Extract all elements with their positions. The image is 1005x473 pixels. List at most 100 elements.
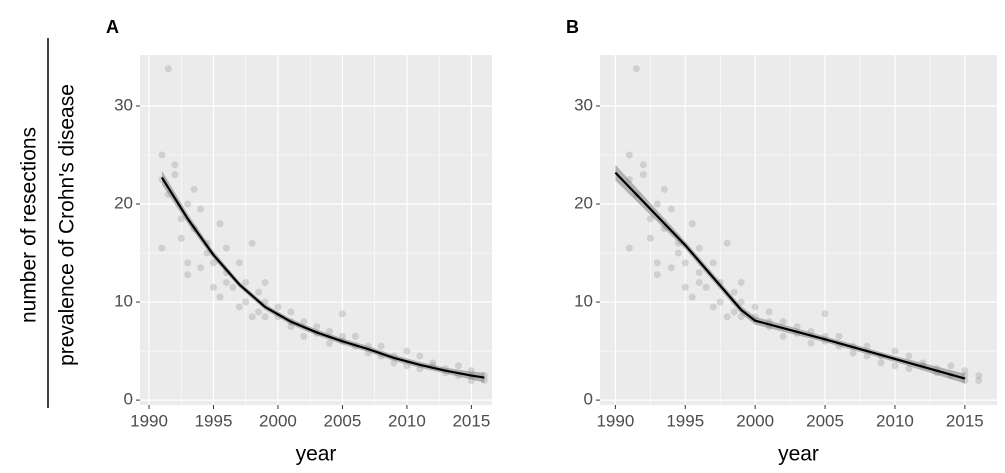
y-tick-label: 0 [584,390,593,409]
point [807,339,815,347]
y-tick-label: 0 [124,390,133,409]
point [639,161,647,169]
point [646,234,654,242]
point [765,308,773,316]
point [730,308,738,316]
point [158,151,166,159]
point [653,271,661,279]
point [326,327,334,335]
point [716,298,724,306]
point [287,308,295,316]
point [171,161,179,169]
point [667,205,675,213]
point [313,323,321,331]
point [255,308,263,316]
point [326,339,334,347]
point [660,185,668,193]
x-tick-label: 2015 [452,411,490,430]
point [255,288,263,296]
y-tick-label: 30 [114,95,133,114]
y-tick-label: 30 [574,95,593,114]
y-label-numerator: number of resections [18,127,41,323]
point [730,288,738,296]
x-tick-label: 1990 [130,411,168,430]
point [184,200,192,208]
point [702,283,710,291]
point [216,220,224,228]
y-tick-label: 10 [574,292,593,311]
point [695,278,703,286]
point [625,151,633,159]
point [209,283,217,291]
point [779,318,787,326]
x-tick-label: 1995 [195,411,233,430]
point [197,205,205,213]
point [454,362,462,370]
x-tick-label: 2015 [946,411,984,430]
point [235,259,243,267]
point [229,283,237,291]
point [688,220,696,228]
y-label-denominator: prevalence of Crohn's disease [56,84,79,366]
point [222,278,230,286]
x-tick-label: 2010 [876,411,914,430]
x-axis-label: year [778,443,819,466]
point [737,278,745,286]
point [300,332,308,340]
point [751,303,759,311]
point [403,347,411,355]
point [849,349,857,357]
point [975,376,983,384]
x-tick-label: 2005 [324,411,362,430]
point [891,347,899,355]
point [779,332,787,340]
point [184,271,192,279]
point [416,352,424,360]
x-tick-label: 2000 [736,411,774,430]
point [171,171,179,179]
point [184,259,192,267]
point [877,359,885,367]
point [197,264,205,272]
point [177,234,185,242]
point [646,215,654,223]
point [248,239,256,247]
point [242,278,250,286]
y-tick-label: 20 [574,194,593,213]
point [338,310,346,318]
x-axis-label: year [296,443,337,466]
point [190,185,198,193]
point [242,298,250,306]
point [632,65,640,73]
point [222,244,230,252]
point [235,303,243,311]
point [209,259,217,267]
x-tick-label: 1995 [666,411,704,430]
point [248,313,256,321]
point [653,259,661,267]
point [835,332,843,340]
point [261,313,269,321]
point [723,313,731,321]
point [975,372,983,380]
point [681,259,689,267]
x-tick-label: 2005 [806,411,844,430]
panel-background [600,55,997,405]
panel-title: A [106,17,119,37]
point [274,303,282,311]
point [821,310,829,318]
point [709,303,717,311]
point [688,293,696,301]
point [216,293,224,301]
panel-title: B [566,17,579,37]
x-tick-label: 2000 [259,411,297,430]
point [681,283,689,291]
point [158,244,166,252]
point [625,244,633,252]
x-tick-label: 1990 [596,411,634,430]
x-tick-label: 2010 [388,411,426,430]
point [653,200,661,208]
fit-line [160,176,485,379]
point [737,298,745,306]
point [723,239,731,247]
